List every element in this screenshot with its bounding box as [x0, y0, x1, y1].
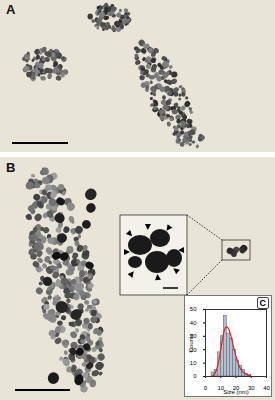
svg-text:0: 0: [204, 385, 208, 391]
svg-text:40: 40: [263, 385, 270, 391]
html-text:C: C: [259, 298, 266, 308]
svg-text:Counts: Counts: [188, 333, 194, 352]
html-text:B: B: [6, 160, 16, 175]
svg-text:Size (nm): Size (nm): [223, 389, 249, 395]
svg-text:40: 40: [190, 320, 197, 326]
svg-text:0: 0: [193, 373, 197, 379]
html-text:A: A: [6, 2, 16, 17]
svg-text:50: 50: [190, 306, 197, 312]
svg-text:30: 30: [248, 385, 255, 391]
svg-text:10: 10: [190, 360, 197, 366]
svg-text:10: 10: [217, 384, 225, 391]
